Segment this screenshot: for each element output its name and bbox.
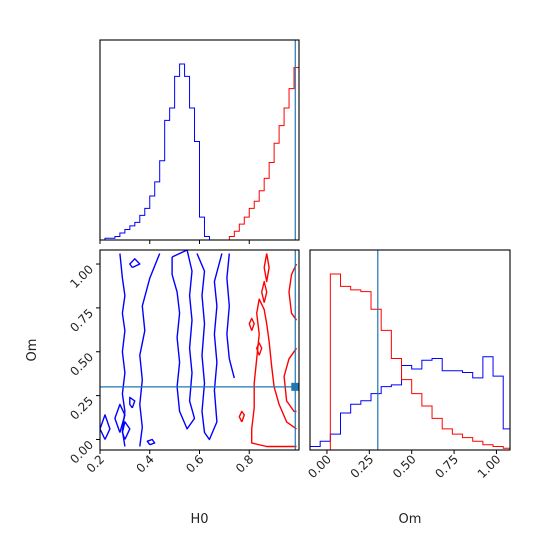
contour-line-series-1 — [256, 342, 263, 356]
om-marginal-histogram-panel: 0.00 0.25 0.50 0.75 1.00 Om — [305, 249, 511, 527]
y-tick-label: 0.75 — [67, 306, 96, 335]
contour-line-series-0 — [139, 253, 161, 447]
om-x-axis-label: Om — [399, 512, 422, 527]
y-tick-label: 0.25 — [67, 394, 96, 423]
contour-line-series-0 — [226, 253, 235, 379]
x-tick-label: 0.8 — [233, 452, 256, 475]
histogram-series-0 — [100, 63, 299, 240]
contour-line-series-0 — [171, 250, 196, 430]
histogram-series-0 — [310, 356, 510, 450]
contour-line-series-1 — [283, 347, 298, 413]
contour-line-series-1 — [248, 317, 255, 331]
contour-line-series-1 — [238, 410, 245, 423]
histogram-series-1 — [100, 67, 299, 240]
contour-line-series-0 — [129, 396, 136, 409]
x-tick-label: 0.00 — [305, 452, 334, 481]
h0-om-contour-panel: 0.2 0.4 0.6 0.80.000.250.500.751.00 H0 Om — [25, 249, 300, 527]
h0-marginal-histogram-panel — [99, 39, 300, 244]
contour-line-series-0 — [196, 253, 223, 441]
h0-om-axes-frame — [99, 249, 300, 451]
x-tick-label: 0.25 — [348, 452, 377, 481]
y-tick-label: 0.50 — [67, 350, 96, 379]
contour-line-series-0 — [121, 421, 131, 440]
contour-line-series-0 — [114, 403, 126, 433]
x-tick-label: 1.00 — [475, 452, 504, 481]
contour-line-series-1 — [288, 263, 298, 321]
x-tick-label: 0.6 — [183, 452, 206, 475]
contour-line-series-1 — [263, 253, 270, 283]
x-tick-label: 0.75 — [432, 452, 461, 481]
histogram-series-1 — [310, 273, 510, 450]
y-tick-label: 1.00 — [67, 262, 96, 291]
contour-line-series-1 — [251, 298, 297, 448]
contour-line-series-1 — [261, 280, 268, 303]
contour-line-series-0 — [146, 438, 156, 446]
x-tick-label: 0.50 — [390, 452, 419, 481]
h0-x-axis-label: H0 — [190, 512, 208, 527]
om-y-axis-label: Om — [25, 339, 40, 362]
om-marginal-axes-frame — [309, 249, 511, 451]
contour-line-series-0 — [100, 414, 111, 440]
truth-marker — [291, 382, 300, 391]
contour-line-series-0 — [129, 258, 141, 269]
x-tick-label: 0.4 — [133, 452, 156, 475]
